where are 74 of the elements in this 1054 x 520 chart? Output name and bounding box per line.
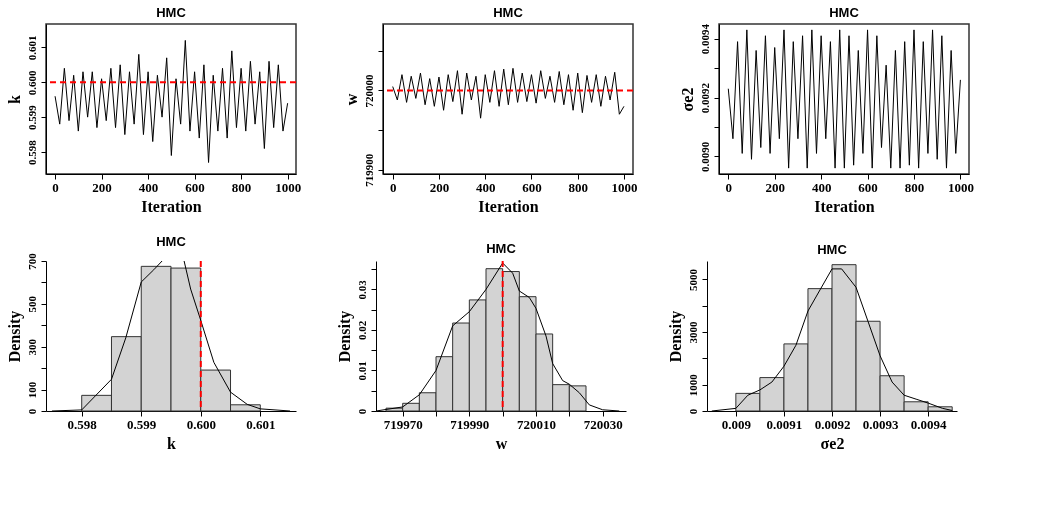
- x-tick-label: 200: [92, 179, 112, 195]
- x-axis-title: Iteration: [814, 197, 875, 215]
- x-tick-label: 0.0092: [814, 416, 851, 432]
- y-tick-label: 0.598: [25, 139, 38, 165]
- x-tick-label: 719990: [450, 416, 490, 432]
- y-axis-title: σe2: [678, 87, 696, 112]
- y-tick-label: 300: [25, 338, 38, 356]
- x-tick-label: 0.598: [67, 416, 98, 432]
- x-tick-label: 0: [52, 179, 59, 195]
- x-tick-label: 0.0094: [910, 416, 948, 432]
- x-tick-label: 1000: [275, 179, 302, 195]
- chart-title: HMC: [156, 233, 187, 249]
- chart-title: HMC: [156, 5, 187, 20]
- y-tick-label: 0: [686, 408, 699, 415]
- x-tick-label: 600: [522, 179, 542, 195]
- x-tick-label: 200: [429, 179, 450, 195]
- x-tick-label: 0.0091: [766, 416, 803, 432]
- x-tick-label: 800: [231, 179, 252, 195]
- y-axis-title: Density: [666, 310, 685, 363]
- y-tick-label: 500: [25, 295, 38, 313]
- chart-title: HMC: [817, 242, 848, 257]
- line-series: [727, 29, 961, 169]
- x-tick-label: 400: [138, 179, 159, 195]
- y-tick-label: 100: [25, 381, 38, 399]
- y-tick-label: 0.0092: [698, 82, 711, 114]
- y-tick-label: 700: [25, 252, 38, 270]
- y-tick-label: 0.01: [355, 361, 368, 381]
- x-tick-label: 600: [185, 179, 205, 195]
- y-tick-label: 0.03: [355, 279, 368, 300]
- x-tick-label: 0.601: [246, 416, 276, 432]
- x-tick-label: 720030: [583, 416, 623, 432]
- y-tick-label: 720000: [362, 73, 375, 108]
- y-tick-label: 0: [25, 408, 38, 415]
- y-tick-label: 0.0090: [698, 141, 711, 172]
- x-tick-label: 400: [811, 179, 832, 195]
- x-tick-label: 600: [858, 179, 878, 195]
- y-axis-title: w: [342, 93, 360, 106]
- x-tick-label: 0: [389, 179, 397, 195]
- x-axis-title: Iteration: [478, 197, 539, 215]
- x-tick-label: 0.599: [127, 416, 157, 432]
- x-tick-label: 400: [475, 179, 496, 195]
- x-tick-label: 800: [904, 179, 925, 195]
- y-tick-label: 5000: [686, 268, 699, 291]
- chart-title: HMC: [493, 5, 524, 20]
- x-tick-label: 719970: [383, 416, 423, 432]
- x-tick-label: 800: [568, 179, 588, 195]
- x-tick-label: 0.009: [721, 416, 752, 432]
- x-tick-label: 0.600: [186, 416, 216, 432]
- x-axis-title: Iteration: [141, 197, 202, 215]
- x-axis-title: w: [495, 434, 508, 452]
- x-tick-label: 0: [725, 179, 733, 195]
- x-tick-label: 0.0093: [862, 416, 899, 432]
- y-axis-title: Density: [5, 310, 24, 363]
- y-axis-title: k: [5, 94, 23, 104]
- y-tick-label: 0.02: [355, 320, 368, 341]
- x-tick-label: 1000: [947, 179, 974, 195]
- y-tick-label: 719900: [362, 153, 375, 187]
- line-series: [392, 67, 625, 119]
- x-tick-label: 1000: [611, 179, 638, 195]
- y-tick-label: 3000: [686, 321, 699, 344]
- y-tick-label: 0: [355, 408, 368, 415]
- x-axis-title: σe2: [820, 434, 845, 452]
- x-tick-label: 720010: [517, 416, 556, 432]
- y-tick-label: 1000: [686, 373, 699, 397]
- y-axis-title: Density: [335, 310, 354, 363]
- y-tick-label: 0.601: [25, 35, 38, 61]
- y-tick-label: 0.600: [25, 69, 38, 96]
- x-axis-title: k: [167, 434, 177, 452]
- y-tick-label: 0.599: [25, 104, 38, 131]
- chart-title: HMC: [829, 4, 860, 20]
- y-tick-label: 0.0094: [698, 23, 711, 55]
- x-tick-label: 200: [765, 179, 785, 195]
- chart-title: HMC: [486, 241, 517, 256]
- line-series: [54, 39, 289, 163]
